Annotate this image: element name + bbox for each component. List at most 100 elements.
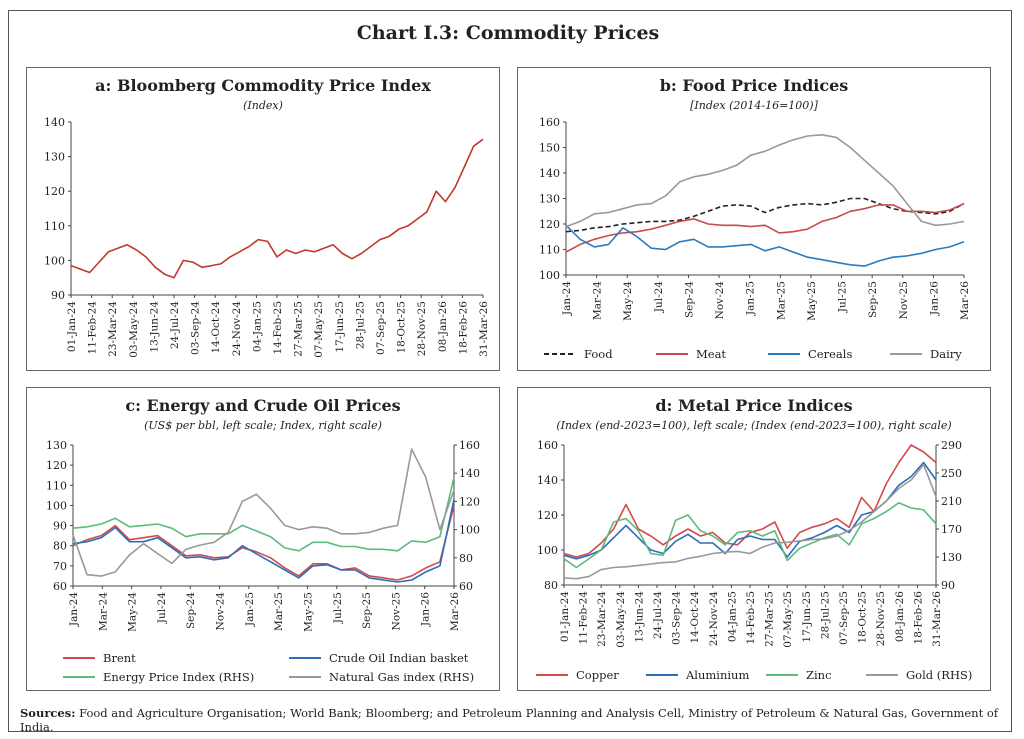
sources-text: Food and Agriculture Organisation; World… <box>20 706 999 734</box>
series-natural-gas-index-rhs-line <box>72 448 455 577</box>
panel-a: 90 100 110 120 130 140 01-Jan-24 11-Feb-24 23-Ma… <box>26 67 500 371</box>
y-tick-label: 150 <box>539 142 560 155</box>
y-tick-label: 110 <box>46 479 67 492</box>
x-tick-label: 14-Feb-25 <box>745 591 757 644</box>
y-tick-label: 140 <box>44 116 65 129</box>
x-tick-label: 23-Mar-24 <box>107 301 119 357</box>
chart-c-subtitle: (US$ per bbl, left scale; Index, right s… <box>144 419 382 432</box>
x-tick-label: Nov-24 <box>714 281 726 320</box>
x-tick-label: May-24 <box>622 281 634 321</box>
x-tick-label: 17-Jun-25 <box>801 591 813 643</box>
x-tick-label: Jul-24 <box>156 592 168 625</box>
chart-b-subtitle: [Index (2014-16=100)] <box>690 99 818 112</box>
x-tick-label: Mar-24 <box>97 592 109 631</box>
x-tick-label: 14-Oct-24 <box>210 301 222 354</box>
x-tick-label: May-25 <box>302 592 314 632</box>
legend-label-energy-price-index-rhs: Energy Price Index (RHS) <box>103 670 254 684</box>
x-tick-label: 11-Feb-24 <box>87 301 99 355</box>
y2-tick-label: 290 <box>941 439 962 452</box>
chart-d-subtitle: (Index (end-2023=100), left scale; (Inde… <box>556 419 952 432</box>
legend-label-brent: Brent <box>103 651 136 665</box>
x-tick-label: 07-Sep-25 <box>375 301 387 355</box>
x-tick-label: 07-Sep-25 <box>838 591 850 645</box>
legend-label-dairy: Dairy <box>930 347 962 361</box>
y-tick-label: 160 <box>539 116 560 129</box>
x-tick-label: Jul-24 <box>653 281 665 314</box>
series-meat-line <box>565 202 965 253</box>
series-food-line <box>565 197 965 233</box>
y-tick-label: 60 <box>53 580 67 593</box>
series-energy-price-index-rhs-line <box>72 477 455 552</box>
x-tick-label: 31-Mar-26 <box>478 301 490 357</box>
x-tick-label: 28-Jul-25 <box>819 591 831 639</box>
x-tick-label: 24-Jul-24 <box>169 301 181 349</box>
y-tick-label: 90 <box>53 520 67 533</box>
x-tick-label: May-24 <box>127 592 139 632</box>
y-tick-label: 110 <box>44 220 65 233</box>
x-tick-label: Mar-25 <box>273 592 285 631</box>
x-tick-label: Sep-24 <box>185 592 197 629</box>
x-tick-label: 24-Nov-24 <box>708 591 720 647</box>
chart-a-subtitle: (Index) <box>243 99 283 112</box>
x-tick-label: 18-Feb-26 <box>912 591 924 645</box>
x-tick-label: 18-Oct-25 <box>857 591 869 644</box>
y-tick-label: 130 <box>539 193 560 206</box>
y2-tick-label: 160 <box>459 439 480 452</box>
y-tick-label: 160 <box>537 439 558 452</box>
y-tick-label: 100 <box>44 254 65 267</box>
y-tick-label: 140 <box>537 474 558 487</box>
x-tick-label: Nov-24 <box>215 592 227 631</box>
x-tick-label: Jul-25 <box>332 592 344 624</box>
x-tick-label: 07-May-25 <box>313 301 325 358</box>
series-brent-line <box>72 505 455 581</box>
chart-a-plot: 90 100 110 120 130 140 01-Jan-24 11-Feb-24 23-Ma… <box>44 116 490 358</box>
page-title: Chart I.3: Commodity Prices <box>356 22 660 44</box>
y2-tick-label: 80 <box>459 552 473 565</box>
x-tick-label: 01-Jan-24 <box>66 301 78 352</box>
legend-label-zinc: Zinc <box>806 668 832 682</box>
y-tick-label: 70 <box>53 560 67 573</box>
series-aluminium-line <box>563 461 937 560</box>
x-tick-label: Jan-25 <box>745 281 757 316</box>
x-tick-label: Mar-25 <box>775 281 787 320</box>
x-tick-label: Jan-26 <box>420 592 432 627</box>
y-tick-label: 100 <box>539 269 560 282</box>
x-tick-label: 08-Jan-26 <box>437 301 449 352</box>
x-tick-label: 14-Feb-25 <box>272 301 284 354</box>
x-tick-label: Nov-25 <box>898 281 910 319</box>
y2-tick-label: 210 <box>941 495 962 508</box>
y2-tick-label: 140 <box>459 467 480 480</box>
y2-tick-label: 60 <box>459 580 473 593</box>
x-tick-label: Jan-26 <box>928 281 940 316</box>
y2-tick-label: 130 <box>941 551 962 564</box>
legend-label-gold-rhs: Gold (RHS) <box>906 668 972 682</box>
x-tick-label: Mar-24 <box>592 281 604 320</box>
x-tick-label: 11-Feb-24 <box>578 591 590 645</box>
y-tick-label: 100 <box>537 544 558 557</box>
series-zinc-line <box>563 502 937 569</box>
x-tick-label: 04-Jan-25 <box>726 591 738 642</box>
chart-c-plot: 60 70 80 90 100 110 120 130 60 80 100 120 140 160 Jan-… <box>46 439 480 684</box>
x-tick-label: 04-Jan-25 <box>251 301 263 352</box>
y-tick-label: 120 <box>44 185 65 198</box>
x-tick-label: 18-Feb-26 <box>457 301 469 355</box>
x-tick-label: 03-Sep-24 <box>190 301 202 355</box>
y-tick-label: 140 <box>539 167 560 180</box>
panel-d: 80 100 120 140 160 90 130 170 210 250 290 01-Jan-24… <box>517 387 991 691</box>
legend-label-cereals: Cereals <box>808 347 852 361</box>
x-tick-label: 24-Jul-24 <box>652 591 664 639</box>
x-tick-label: 28-Nov-25 <box>875 591 887 646</box>
x-tick-label: Jan-24 <box>68 592 80 627</box>
y-tick-label: 80 <box>53 540 67 553</box>
x-tick-label: 28-Jul-25 <box>354 301 366 349</box>
chart-c-svg: 60 70 80 90 100 110 120 130 60 80 100 120 140 160 Jan-… <box>46 439 480 684</box>
legend-label-copper: Copper <box>576 668 619 682</box>
series-copper-line <box>563 444 937 558</box>
x-tick-label: Sep-25 <box>867 281 879 318</box>
series-dairy-line <box>565 134 965 228</box>
x-tick-label: Jan-25 <box>244 592 256 627</box>
x-tick-label: Jul-25 <box>837 281 849 313</box>
chart-a-svg: 90 100 110 120 130 140 01-Jan-24 11-Feb-24 23-Ma… <box>44 116 490 358</box>
x-tick-label: Mar-26 <box>959 281 971 320</box>
chart-b-title: b: Food Price Indices <box>659 76 849 95</box>
